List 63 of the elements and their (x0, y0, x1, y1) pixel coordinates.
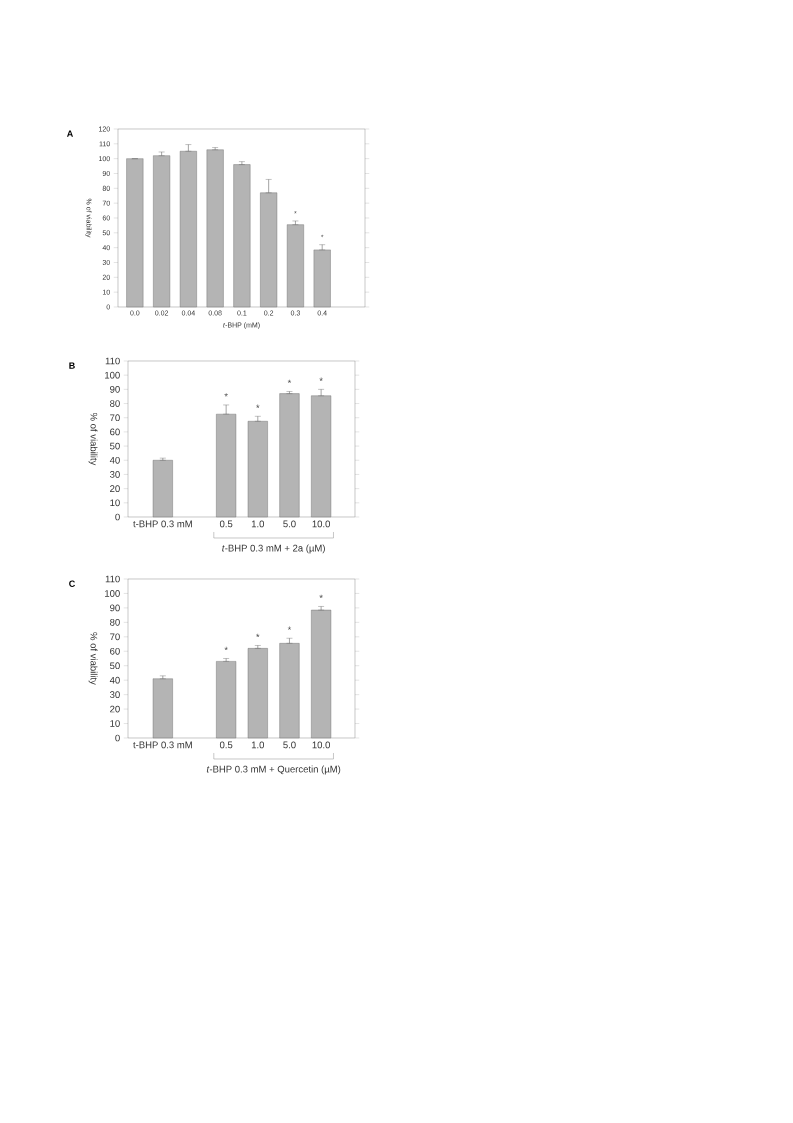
y-axis-title: % of viability (88, 632, 98, 685)
y-tick-label: 30 (109, 471, 120, 478)
y-tick-label: 90 (110, 385, 120, 393)
y-tick-label: 70 (110, 633, 120, 641)
chart-title: A (66, 130, 74, 137)
x-axis-title: t-BHP 0.3 mM + Quercetin (µM) (206, 765, 341, 775)
bar (247, 421, 268, 518)
bar (206, 149, 224, 308)
bar (313, 249, 331, 308)
y-tick-label: 20 (110, 705, 120, 713)
x-tick-label: 0.5 (219, 520, 233, 528)
annotation: * (319, 594, 323, 599)
x-tick-label: 5.0 (283, 520, 296, 528)
y-tick-label: 0 (115, 734, 120, 742)
bar (126, 158, 144, 308)
annotation: * (256, 404, 260, 408)
bar (153, 155, 171, 308)
y-tick-label: 110 (105, 575, 120, 583)
y-tick-label: 50 (110, 662, 120, 670)
y-tick-label: 70 (110, 414, 120, 422)
y-tick-label: 80 (110, 618, 120, 626)
y-tick-label: 30 (109, 691, 120, 698)
annotation: * (287, 626, 292, 630)
x-tick-label: 1.0 (251, 520, 265, 528)
bar (152, 460, 173, 518)
y-tick-label: 80 (110, 400, 120, 407)
chart-title: C (69, 580, 76, 587)
bar (286, 224, 304, 308)
y-tick-label: 10 (110, 720, 120, 727)
y-tick-label: 20 (110, 485, 120, 492)
annotation: * (256, 633, 260, 638)
y-tick-label: 40 (109, 676, 120, 684)
x-tick-label: 1.0 (251, 741, 265, 749)
bar (311, 609, 332, 739)
y-tick-label: 0 (115, 513, 120, 521)
y-tick-label: 60 (110, 428, 120, 436)
y-tick-label: 110 (105, 357, 120, 365)
bar (279, 643, 300, 739)
bar (216, 661, 237, 739)
annotation: * (224, 646, 228, 651)
y-tick-label: 10 (110, 499, 120, 507)
x-tick-label: 0.5 (219, 741, 233, 749)
annotation: * (319, 377, 323, 381)
y-axis-title: % of viability (88, 412, 98, 466)
y-tick-label: 100 (105, 590, 120, 597)
bar (279, 393, 300, 518)
y-tick-label: 100 (105, 371, 120, 379)
bar (233, 164, 251, 308)
x-tick-label: t-BHP 0.3 mM (133, 520, 192, 528)
y-tick-label: 90 (110, 604, 120, 612)
y-tick-label: 60 (110, 647, 120, 655)
bar (247, 648, 268, 739)
annotation: * (224, 393, 228, 397)
y-tick-label: 50 (110, 442, 120, 450)
bar (152, 678, 173, 739)
x-tick-label: 5.0 (283, 741, 296, 749)
x-tick-label: 10.0 (312, 520, 330, 528)
y-tick-label: 40 (109, 456, 120, 464)
x-tick-label: 10.0 (312, 741, 330, 749)
chart-title: B (69, 362, 75, 369)
x-axis-title: t-BHP 0.3 mM + 2a (µM) (222, 544, 325, 554)
x-tick-label: t-BHP 0.3 mM (133, 741, 192, 749)
annotation: * (287, 379, 292, 384)
